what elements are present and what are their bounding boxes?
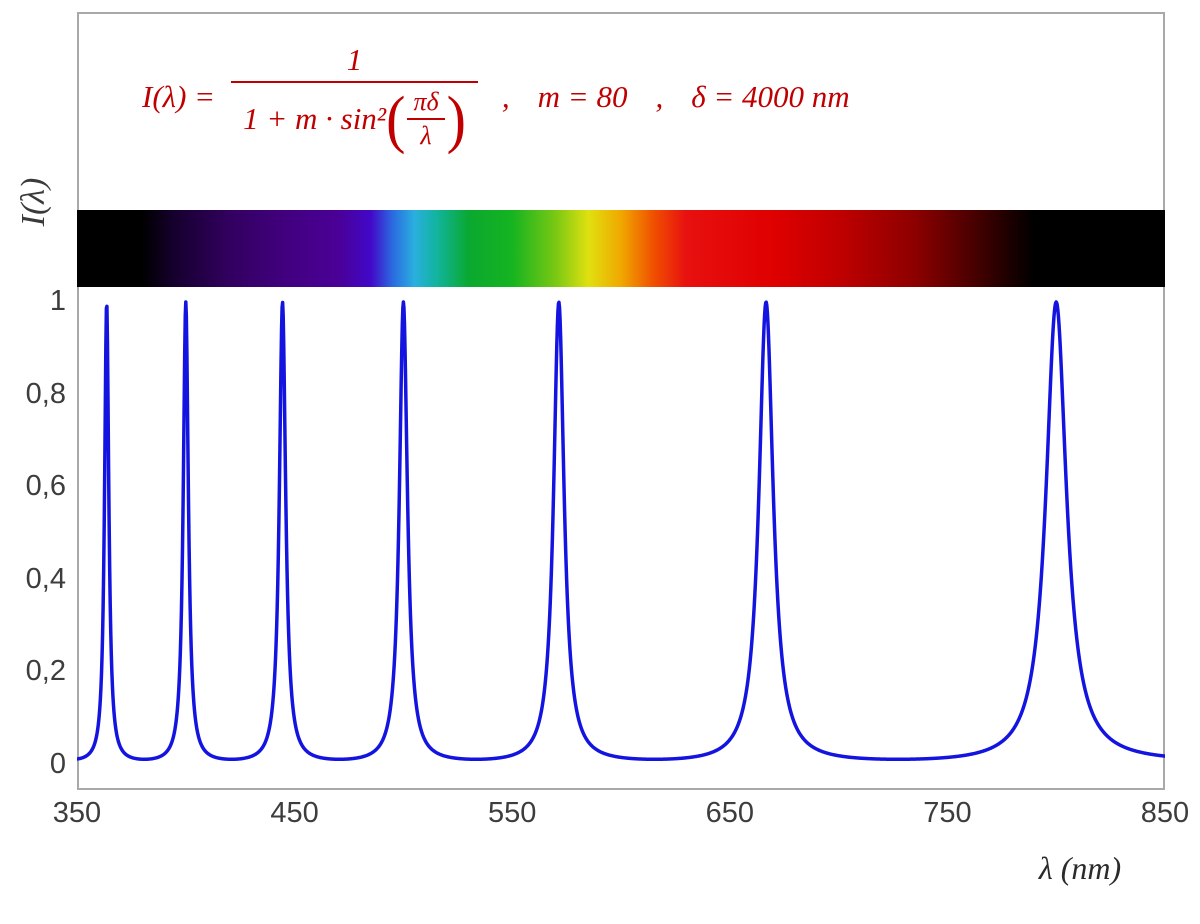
formula-lhs: I(λ) = bbox=[142, 79, 216, 114]
inner-denominator: λ bbox=[420, 121, 432, 151]
open-paren: ( bbox=[386, 82, 406, 156]
x-tick-label: 450 bbox=[270, 797, 319, 829]
y-axis-title: I(λ) bbox=[15, 177, 52, 227]
x-axis-ticks: 350 450 550 650 750 850 bbox=[0, 797, 1200, 837]
y-tick-label: 1 bbox=[49, 285, 66, 317]
formula: I(λ) = 1 1 + m · sin² ( πδ λ ) , m = 80 … bbox=[142, 32, 854, 162]
plot-svg bbox=[77, 300, 1165, 762]
param-m: m = 80 bbox=[537, 79, 628, 114]
inner-numerator: πδ bbox=[413, 87, 439, 117]
y-axis-ticks: 0 0,2 0,4 0,6 0,8 1 bbox=[0, 0, 70, 924]
close-paren: ) bbox=[446, 82, 466, 156]
x-tick-label: 350 bbox=[52, 797, 102, 829]
y-tick-label: 0,2 bbox=[25, 655, 66, 688]
fraction-bar bbox=[231, 80, 478, 84]
y-tick-label: 0 bbox=[49, 748, 66, 780]
formula-fraction: 1 1 + m · sin² ( πδ λ ) bbox=[231, 39, 478, 156]
spectrum-bar bbox=[77, 210, 1165, 287]
x-tick-label: 750 bbox=[923, 797, 972, 829]
separator-comma: , bbox=[655, 79, 664, 114]
y-tick-label: 0,8 bbox=[25, 377, 66, 410]
y-tick-label: 0,4 bbox=[25, 562, 66, 595]
denominator-prefix: 1 + m · sin² bbox=[243, 101, 387, 137]
x-tick-label: 650 bbox=[705, 797, 754, 829]
x-axis-title: λ (nm) bbox=[1038, 850, 1122, 886]
param-delta: δ = 4000 nm bbox=[691, 79, 850, 114]
formula-numerator: 1 bbox=[346, 41, 363, 77]
separator-comma: , bbox=[501, 79, 510, 114]
x-tick-label: 850 bbox=[1140, 797, 1190, 829]
inner-fraction-bar bbox=[407, 118, 445, 121]
formula-denominator: 1 + m · sin² ( πδ λ ) bbox=[231, 83, 478, 155]
intensity-curve bbox=[77, 300, 1165, 762]
chart-frame bbox=[77, 12, 1165, 790]
inner-fraction: πδ λ bbox=[407, 86, 445, 152]
x-tick-label: 550 bbox=[487, 797, 537, 829]
y-tick-label: 0,6 bbox=[25, 470, 66, 503]
